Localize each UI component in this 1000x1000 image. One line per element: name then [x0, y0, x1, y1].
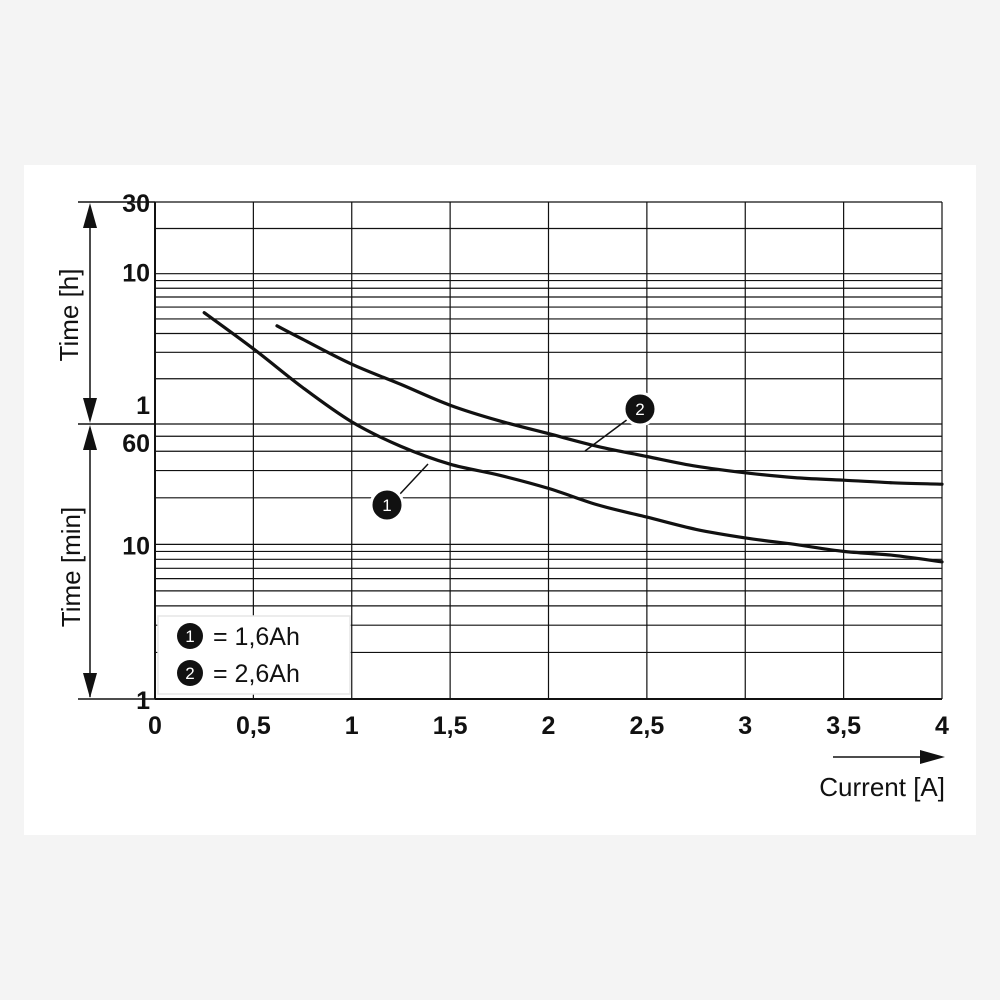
series-line-2 [275, 324, 944, 486]
y-tick-label-hours: 30 [122, 190, 150, 218]
y-tick-label-hours: 1 [136, 392, 150, 420]
curve-1-marker-icon [369, 487, 405, 523]
minutes-axis-arrow-down-icon [83, 673, 97, 698]
y-tick-label-minutes: 60 [122, 430, 150, 458]
legend-marker-1-label: 1 [185, 627, 194, 646]
x-tick-label: 0,5 [236, 712, 271, 740]
legend-label-1: = 1,6Ah [213, 623, 300, 651]
x-tick-label: 3,5 [826, 712, 861, 740]
legend-entry-1: 1 = 1,6Ah [177, 623, 300, 651]
legend-entry-2: 2 = 2,6Ah [177, 660, 300, 688]
y-axis-title-hours: Time [h] [54, 269, 84, 362]
x-axis-title: Current [A] [819, 772, 945, 802]
curves [202, 311, 944, 564]
x-tick-label: 1,5 [433, 712, 468, 740]
curve-markers: 1 2 [369, 391, 658, 523]
chart-frame [24, 165, 976, 835]
y-axis-title-minutes: Time [min] [56, 507, 86, 627]
legend-marker-2-label: 2 [185, 664, 194, 683]
y-tick-label-minutes: 10 [122, 532, 150, 560]
x-tick-label: 2 [542, 712, 556, 740]
minutes-axis-arrow-up-icon [83, 425, 97, 450]
current-axis-arrow-icon [920, 750, 945, 764]
hours-axis-arrow-up-icon [83, 203, 97, 228]
legend-label-2: = 2,6Ah [213, 660, 300, 688]
curve-2-marker-icon [622, 391, 658, 427]
curve-1-leader-line [399, 463, 429, 495]
axis-titles: Time [h] Time [min] Current [A] [54, 269, 945, 802]
legend-marker-1-icon [177, 623, 203, 649]
curve-2-leader-line [584, 418, 629, 452]
x-tick-label: 0 [148, 712, 162, 740]
y-tick-label-hours: 10 [122, 260, 150, 288]
x-tick-label: 4 [935, 712, 949, 740]
axis-arrows [83, 203, 945, 764]
curve-1-marker-label: 1 [382, 496, 391, 515]
tick-labels: 0 0,5 1 1,5 2 2,5 3 3,5 4 30 10 1 60 10 1 [122, 190, 949, 740]
x-tick-label: 3 [738, 712, 752, 740]
legend: 1 = 1,6Ah 2 = 2,6Ah [157, 615, 351, 695]
series-line-1 [202, 311, 944, 564]
curve-2-marker-label: 2 [635, 400, 644, 419]
x-tick-label: 2,5 [629, 712, 664, 740]
hours-axis-arrow-down-icon [83, 398, 97, 423]
x-tick-label: 1 [345, 712, 359, 740]
legend-marker-2-icon [177, 660, 203, 686]
y-tick-label-minutes: 1 [136, 687, 150, 715]
